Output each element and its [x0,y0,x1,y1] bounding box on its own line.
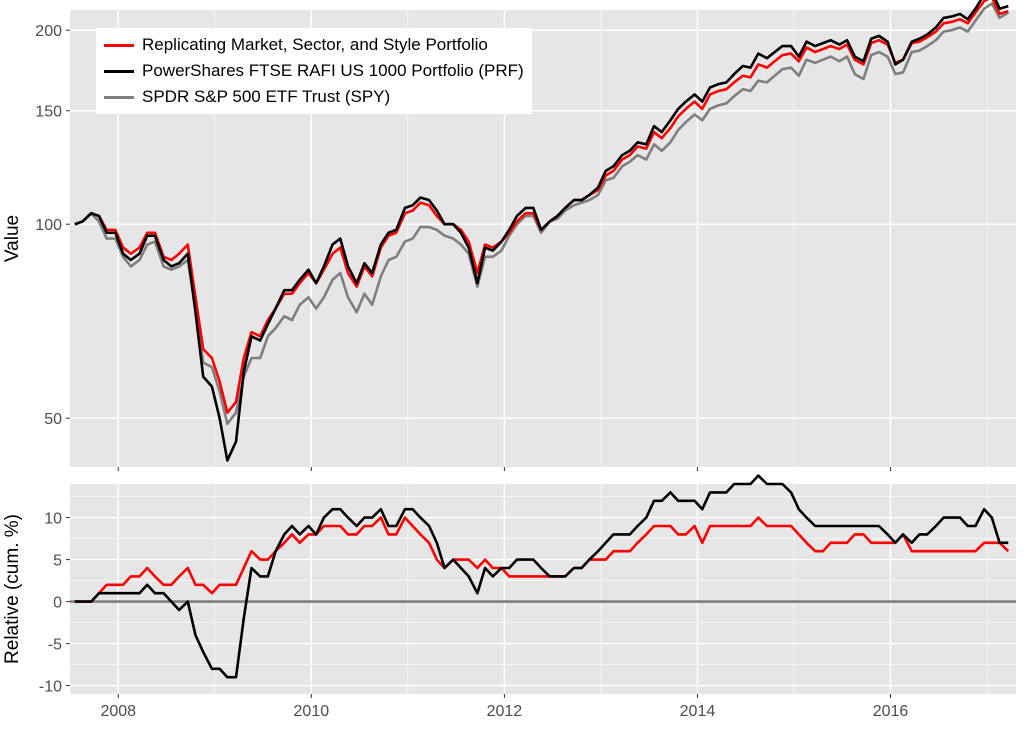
bottom-ytick-label: 0 [53,595,62,612]
bottom-ytick-label: 5 [53,553,62,570]
bottom-ytick-label: -5 [48,637,62,654]
top-ytick-label: 100 [35,217,62,234]
legend-swatch [104,44,134,47]
x-tick-label: 2012 [487,703,523,720]
legend-item-prf: PowerShares FTSE RAFI US 1000 Portfolio … [104,58,524,84]
x-tick-label: 2016 [873,703,909,720]
legend-label: Replicating Market, Sector, and Style Po… [142,35,488,55]
top-y-title: Value [2,215,23,262]
legend-swatch [104,70,134,73]
legend-item-replicating: Replicating Market, Sector, and Style Po… [104,32,524,58]
legend-item-spy: SPDR S&P 500 ETF Trust (SPY) [104,84,524,110]
legend-label: SPDR S&P 500 ETF Trust (SPY) [142,87,390,107]
x-tick-label: 2008 [100,703,136,720]
top-ytick-label: 200 [35,23,62,40]
x-tick-label: 2010 [294,703,330,720]
bottom-ytick-label: -10 [39,679,62,696]
top-ytick-label: 150 [35,104,62,121]
top-ytick-label: 50 [44,411,62,428]
legend-label: PowerShares FTSE RAFI US 1000 Portfolio … [142,61,524,81]
bottom-y-title: Relative (cum. %) [2,514,23,664]
bottom-panel-bg [70,484,1016,694]
bottom-ytick-label: 10 [44,511,62,528]
legend: Replicating Market, Sector, and Style Po… [96,28,532,114]
x-tick-label: 2014 [680,703,716,720]
legend-swatch [104,96,134,99]
